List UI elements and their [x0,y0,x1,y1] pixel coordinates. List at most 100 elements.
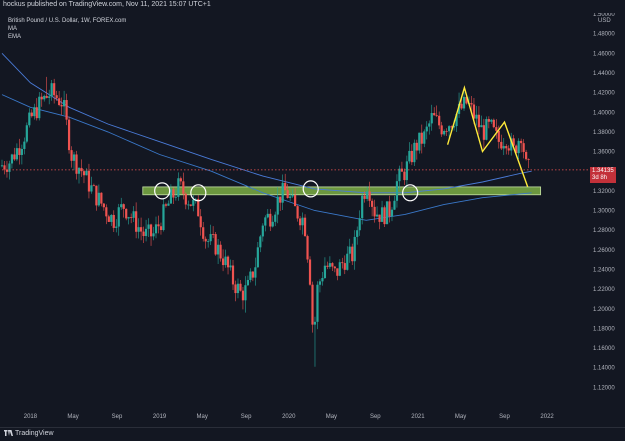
candle-body [517,140,520,154]
candle [214,232,217,256]
candle [204,236,207,249]
candle-body [72,154,76,161]
y-tick-label: 1.20000 [593,307,615,313]
candle [388,195,391,223]
candle [142,226,145,243]
candle [75,150,78,180]
candle [281,174,284,211]
publish-text: hockus published on TradingView.com, Nov… [3,1,211,8]
candle [159,222,163,235]
candle-body [137,227,140,232]
candle-body [415,142,418,151]
indicator-ema-label[interactable]: EMA [8,34,22,40]
y-tick-label: 1.18000 [593,326,615,332]
candle-body [388,201,391,217]
candle-body [351,246,354,262]
candle [271,215,274,228]
candle-body [328,263,331,267]
candle-body [311,284,314,325]
candle-body [338,262,341,276]
footer: TradingView [0,427,625,441]
candle [217,238,220,264]
candle-body [261,225,264,237]
candle-body [152,233,155,237]
candle-body [296,206,299,219]
candle [301,212,304,235]
candle-body [510,138,513,151]
candle [294,188,297,207]
candle [239,279,242,292]
candle [162,197,165,232]
candle-body [182,181,185,194]
candle [264,215,267,232]
candle [440,121,443,137]
candle [20,144,23,165]
candle [495,119,498,139]
candle [92,183,96,187]
candle-body [492,119,495,128]
candle [244,276,247,313]
candle [373,199,376,223]
candle-body [515,145,518,154]
candle-body [487,119,490,122]
candle [169,184,173,204]
candle-body [418,132,421,151]
candle-body [204,238,207,242]
candle [480,115,483,128]
candle [152,226,155,241]
candle-body [298,218,302,226]
candle [462,91,466,111]
candle [53,78,56,104]
candle-body [395,181,399,201]
candles [0,76,530,367]
touch-circle [190,184,207,202]
y-tick-label: 1.12000 [593,385,615,391]
x-tick-label: Sep [241,414,252,420]
candle [82,169,86,184]
candle [343,255,346,275]
candle [433,107,436,116]
candle-body [172,189,175,198]
candle-body [82,171,86,176]
candle-body [177,178,180,197]
candle [177,172,180,201]
candle [296,204,299,222]
candle [338,259,341,277]
candle-body [107,216,110,222]
tradingview-logo[interactable]: TradingView [4,430,54,437]
candle [5,160,9,178]
candle-body [164,204,168,206]
candle-body [361,195,364,219]
candle-body [450,126,453,128]
x-tick-label: Sep [370,414,381,420]
y-tick-label: 1.30000 [593,209,615,215]
candle-body [167,203,170,206]
candle [60,97,63,115]
x-tick-label: May [326,414,337,420]
touch-circle [302,180,319,198]
candle-body [520,140,523,144]
candle [65,93,68,126]
candle [405,155,408,188]
candle [67,116,71,154]
candle [135,202,138,239]
candle [418,132,421,154]
candle-body [23,141,26,149]
candle-body [281,182,284,203]
candle [23,137,26,155]
candle-body [475,114,478,119]
candle-body [179,178,182,182]
candle-body [55,95,58,99]
candle [380,200,384,222]
y-tick-label: 1.44000 [593,71,615,77]
candle-body [264,217,267,226]
candle [443,129,446,136]
chart-legend: British Pound / U.S. Dollar, 1W, FOREX.c… [8,17,126,41]
candle-body [112,214,115,228]
symbol-title[interactable]: British Pound / U.S. Dollar, 1W, FOREX.c… [8,18,127,24]
indicator-ma-label[interactable]: MA [8,26,17,32]
candle [351,243,354,266]
candle [164,202,168,208]
candle [172,187,175,205]
